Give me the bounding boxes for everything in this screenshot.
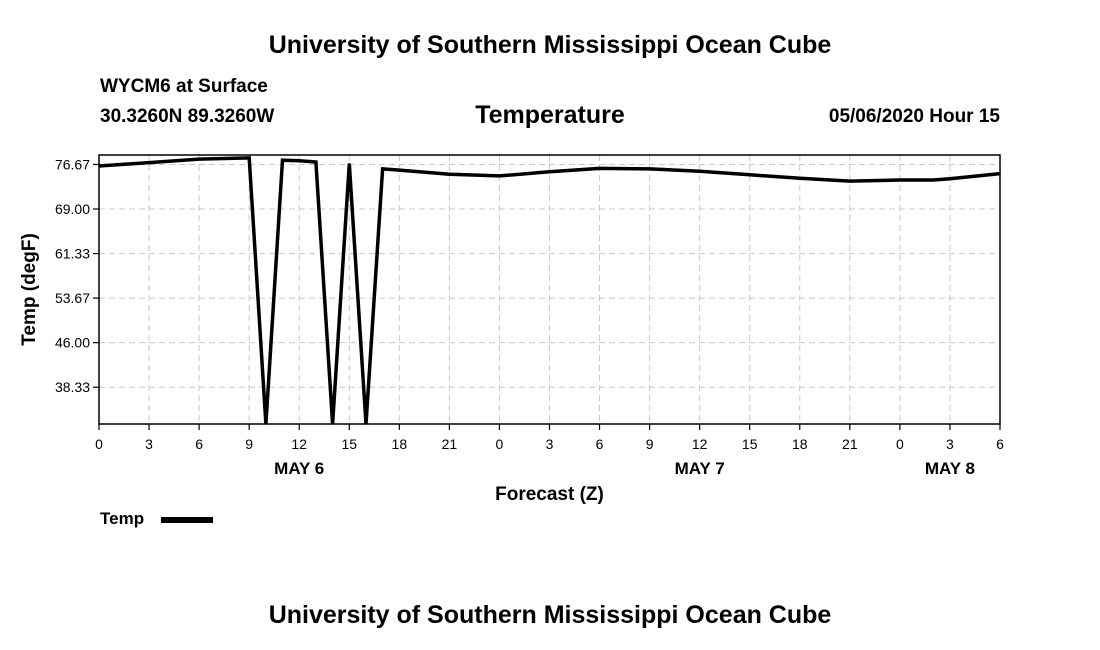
x-tick-label: 0 (496, 436, 504, 452)
y-tick-label: 53.67 (55, 290, 90, 306)
legend-line-swatch (161, 517, 213, 523)
data-point (98, 165, 100, 167)
bottom-title: University of Southern Mississippi Ocean… (268, 601, 832, 629)
x-tick-label: 9 (245, 436, 253, 452)
day-label: MAY 6 (274, 459, 324, 478)
data-point (448, 173, 451, 175)
data-point (381, 168, 384, 170)
data-point (698, 170, 701, 173)
x-tick-label: 15 (742, 436, 758, 452)
y-tick-label: 69.00 (55, 201, 90, 217)
data-point (315, 161, 317, 163)
station-name: WYCM6 at Surface (100, 76, 268, 97)
day-label: MAY 8 (925, 459, 975, 478)
x-tick-label: 21 (842, 436, 858, 452)
x-tick-label: 21 (442, 436, 458, 452)
data-point (648, 168, 651, 170)
data-point (798, 177, 801, 180)
data-point (932, 179, 935, 181)
data-point (365, 423, 367, 425)
x-tick-label: 0 (896, 436, 904, 452)
data-point (849, 180, 851, 182)
x-tick-label: 12 (692, 436, 708, 452)
x-tick-label: 18 (792, 436, 808, 452)
y-tick-label: 46.00 (55, 335, 90, 351)
x-tick-label: 6 (996, 436, 1004, 452)
legend-label: Temp (100, 509, 145, 528)
x-tick-label: 9 (646, 436, 654, 452)
x-axis-label: Forecast (Z) (495, 484, 604, 505)
x-tick-label: 3 (546, 436, 554, 452)
data-point (348, 162, 351, 165)
forecast-datetime: 05/06/2020 Hour 15 (828, 106, 1000, 127)
station-coords: 30.3260N 89.3260W (100, 106, 275, 127)
day-label: MAY 7 (675, 459, 725, 478)
data-point (248, 157, 250, 159)
data-point (498, 175, 501, 177)
data-point (331, 423, 334, 425)
data-point (999, 172, 1001, 175)
data-point (899, 179, 901, 181)
y-tick-label: 38.33 (55, 379, 90, 395)
series-line-temp (98, 156, 1001, 425)
y-tick-label: 76.67 (55, 156, 90, 172)
variable-title: Temperature (475, 101, 625, 129)
data-point (148, 161, 150, 164)
y-axis-label: Temp (degF) (19, 233, 40, 346)
data-point (598, 167, 601, 170)
data-point (298, 160, 301, 162)
data-point (949, 178, 951, 180)
x-tick-label: 3 (145, 436, 153, 452)
x-tick-label: 6 (596, 436, 604, 452)
x-tick-label: 18 (392, 436, 408, 452)
x-tick-label: 15 (341, 436, 357, 452)
top-title: University of Southern Mississippi Ocean… (268, 31, 832, 59)
data-point (265, 423, 267, 425)
data-point (748, 173, 751, 176)
data-point (281, 159, 284, 162)
x-tick-label: 3 (946, 436, 954, 452)
x-tick-label: 6 (195, 436, 203, 452)
x-tick-label: 12 (291, 436, 307, 452)
data-point (198, 158, 200, 160)
data-point (548, 171, 551, 173)
x-tick-label: 0 (95, 436, 103, 452)
data-point (398, 169, 401, 171)
y-tick-label: 61.33 (55, 246, 90, 262)
